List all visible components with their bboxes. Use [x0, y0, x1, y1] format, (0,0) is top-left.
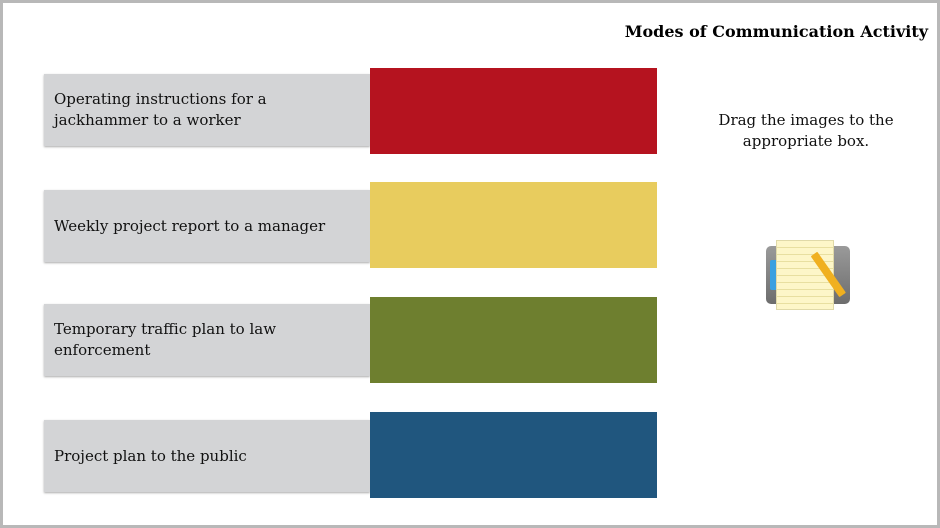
label-text: Operating instructions for a jackhammer … — [54, 90, 267, 129]
label-box-2: Weekly project report to a manager — [44, 190, 370, 262]
label-text: Project plan to the public — [54, 446, 247, 465]
label-text: Temporary traffic plan to law enforcemen… — [54, 320, 277, 359]
instruction-text: Drag the images to the appropriate box. — [718, 111, 894, 150]
drop-zone-1[interactable] — [370, 68, 657, 154]
label-box-1: Operating instructions for a jackhammer … — [44, 74, 370, 146]
drop-zone-3[interactable] — [370, 297, 657, 383]
label-text: Weekly project report to a manager — [54, 216, 326, 235]
label-box-3: Temporary traffic plan to law enforcemen… — [44, 304, 370, 376]
notepad-pencil-icon[interactable] — [764, 240, 854, 310]
drop-zone-4[interactable] — [370, 412, 657, 498]
screen — [770, 260, 780, 290]
page-title: Modes of Communication Activity — [624, 22, 928, 41]
label-box-4: Project plan to the public — [44, 420, 370, 492]
drop-zone-2[interactable] — [370, 182, 657, 268]
